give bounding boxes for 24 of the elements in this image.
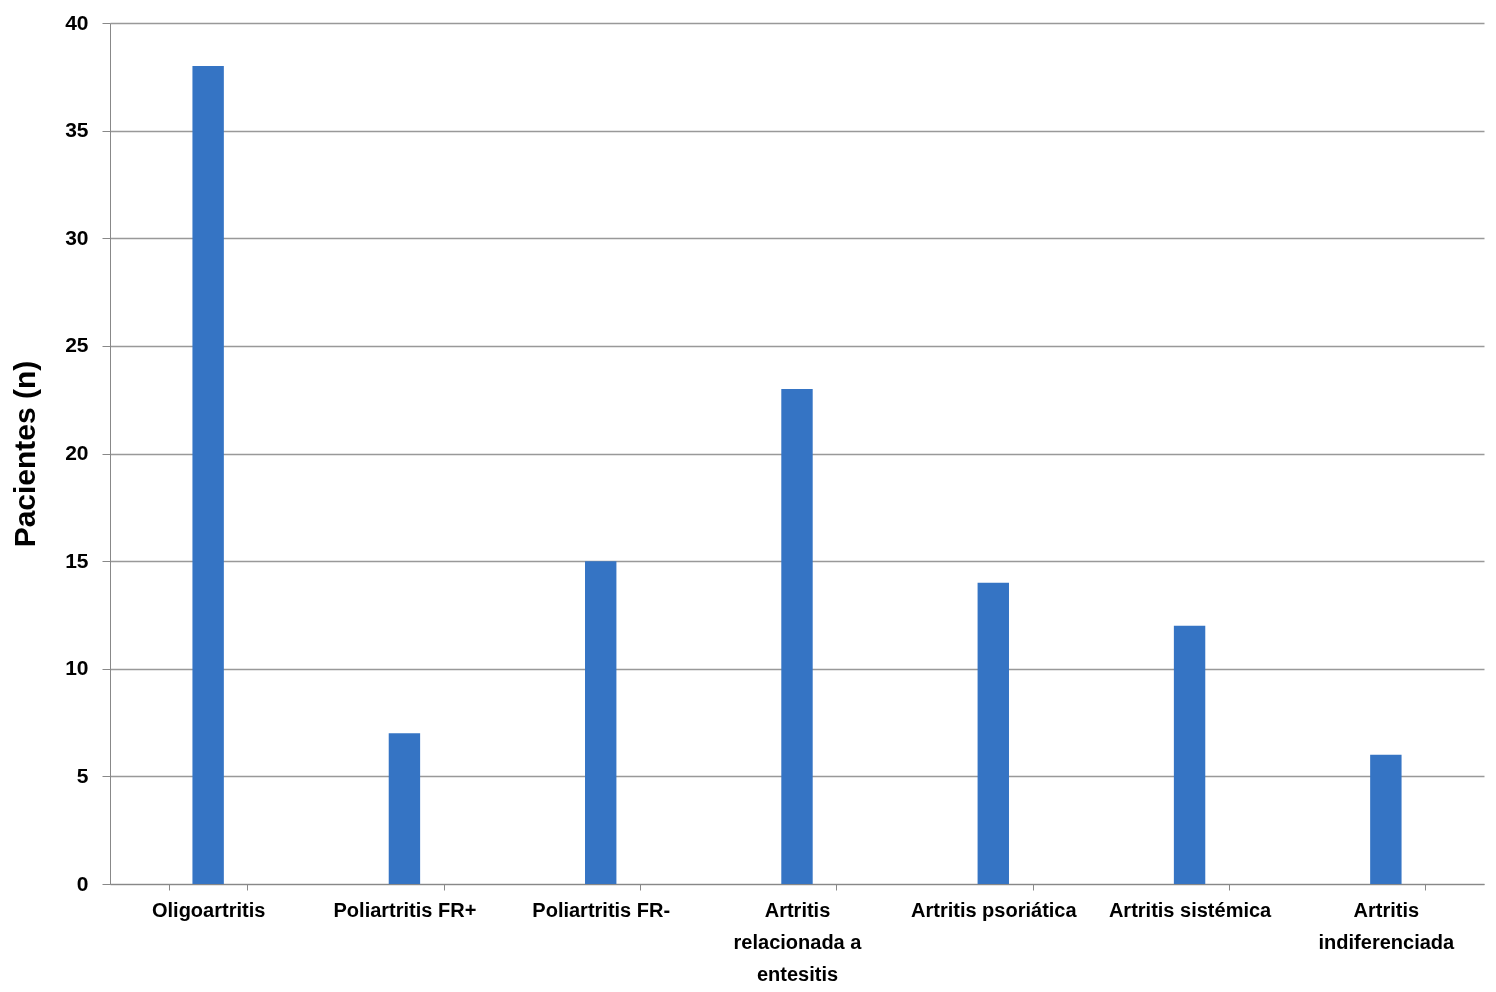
x-tick-label: Poliartritis FR- bbox=[532, 898, 671, 921]
y-tick-label: 25 bbox=[65, 333, 89, 357]
y-tick-label: 0 bbox=[76, 871, 89, 895]
y-tick-label: 40 bbox=[65, 10, 89, 34]
x-tick-label: Artritis sistémica bbox=[1108, 898, 1273, 921]
x-tick-label: Oligoartritis bbox=[151, 898, 266, 921]
bar bbox=[977, 582, 1009, 884]
x-tick-label: Artritis psoriática bbox=[910, 898, 1078, 921]
y-axis-title: Pacientes (n) bbox=[8, 360, 42, 548]
y-tick-label: 35 bbox=[65, 118, 89, 142]
y-tick-label: 5 bbox=[76, 763, 89, 787]
y-tick-label: 15 bbox=[65, 548, 89, 572]
x-tick-label: Artritis relacionada a entesitis bbox=[733, 898, 863, 985]
x-tick-label: Artritis indiferenciada bbox=[1318, 898, 1456, 953]
bar bbox=[388, 733, 421, 884]
bar bbox=[1173, 625, 1206, 884]
y-tick-label: 30 bbox=[65, 225, 89, 249]
bar bbox=[192, 66, 224, 884]
bar bbox=[781, 388, 813, 884]
bar bbox=[585, 561, 617, 884]
bar bbox=[1370, 754, 1402, 884]
y-tick-label: 10 bbox=[65, 656, 89, 680]
x-tick-label: Poliartritis FR+ bbox=[333, 898, 477, 921]
y-tick-label: 20 bbox=[65, 441, 89, 464]
